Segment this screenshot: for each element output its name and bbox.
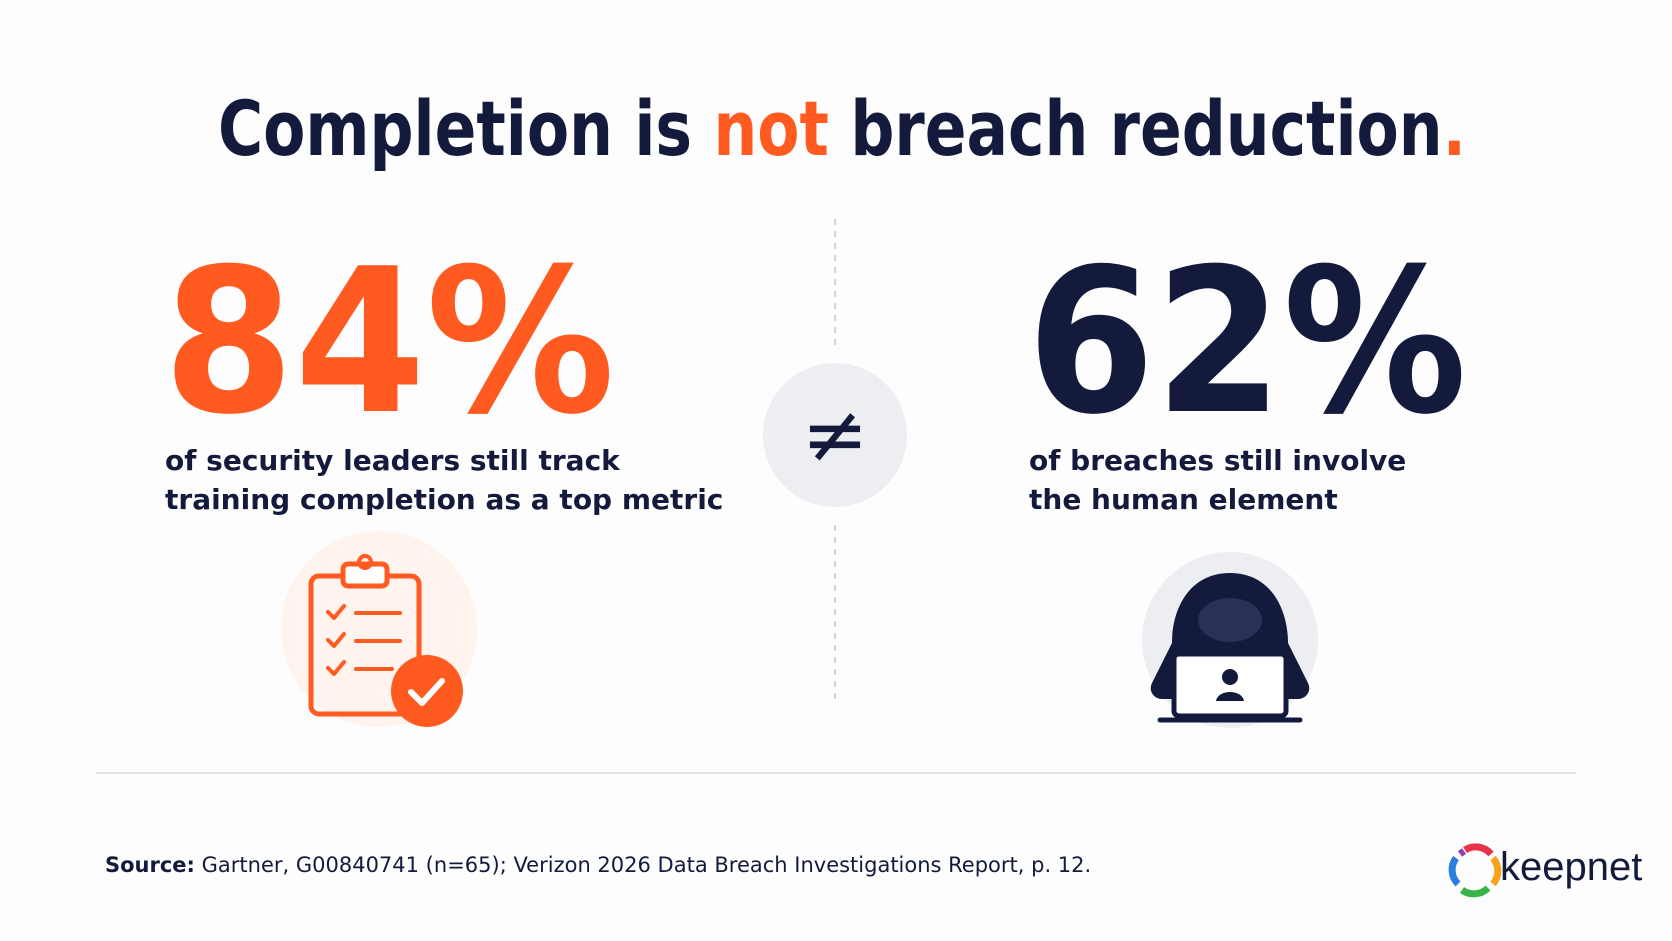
symbol-badge xyxy=(763,363,907,507)
stat-description: the human element xyxy=(1029,483,1338,516)
source-text: Gartner, G00840741 (n=65); Verizon 2026 … xyxy=(195,853,1091,877)
source-note: Source: Gartner, G00840741 (n=65); Veriz… xyxy=(105,853,1091,877)
stat-description: of breaches still involve xyxy=(1029,444,1406,477)
clipboard-icon xyxy=(281,531,477,727)
headline-period: . xyxy=(1443,84,1466,173)
logo-text: keepnet xyxy=(1500,845,1642,889)
headline: Completion is not breach reduction. xyxy=(218,84,1466,173)
headline-part: breach reduction xyxy=(829,84,1443,173)
headline-part: Completion is xyxy=(218,84,713,173)
not-equal-symbol: ≠ xyxy=(801,388,868,481)
stat-description: of security leaders still track xyxy=(165,444,621,477)
logo: keepnet xyxy=(1448,843,1642,898)
stat-description: training completion as a top metric xyxy=(165,483,723,516)
stat-value: 62% xyxy=(1027,226,1467,459)
stat-value: 84% xyxy=(163,226,615,459)
headline-emphasis: not xyxy=(713,84,828,173)
hacker-icon xyxy=(1142,552,1318,728)
source-label: Source: xyxy=(105,853,195,877)
